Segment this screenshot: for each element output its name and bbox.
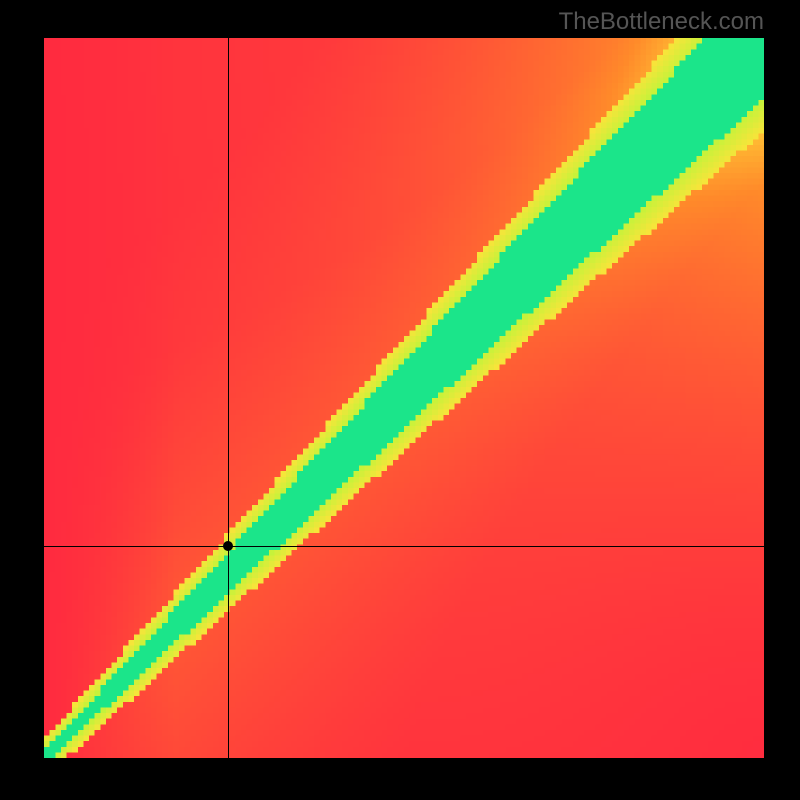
- chart-container: TheBottleneck.com: [0, 0, 800, 800]
- heatmap-canvas: [44, 38, 764, 758]
- watermark-text: TheBottleneck.com: [559, 8, 764, 36]
- crosshair-vertical: [228, 38, 229, 758]
- marker-dot: [223, 541, 233, 551]
- crosshair-horizontal: [44, 546, 764, 547]
